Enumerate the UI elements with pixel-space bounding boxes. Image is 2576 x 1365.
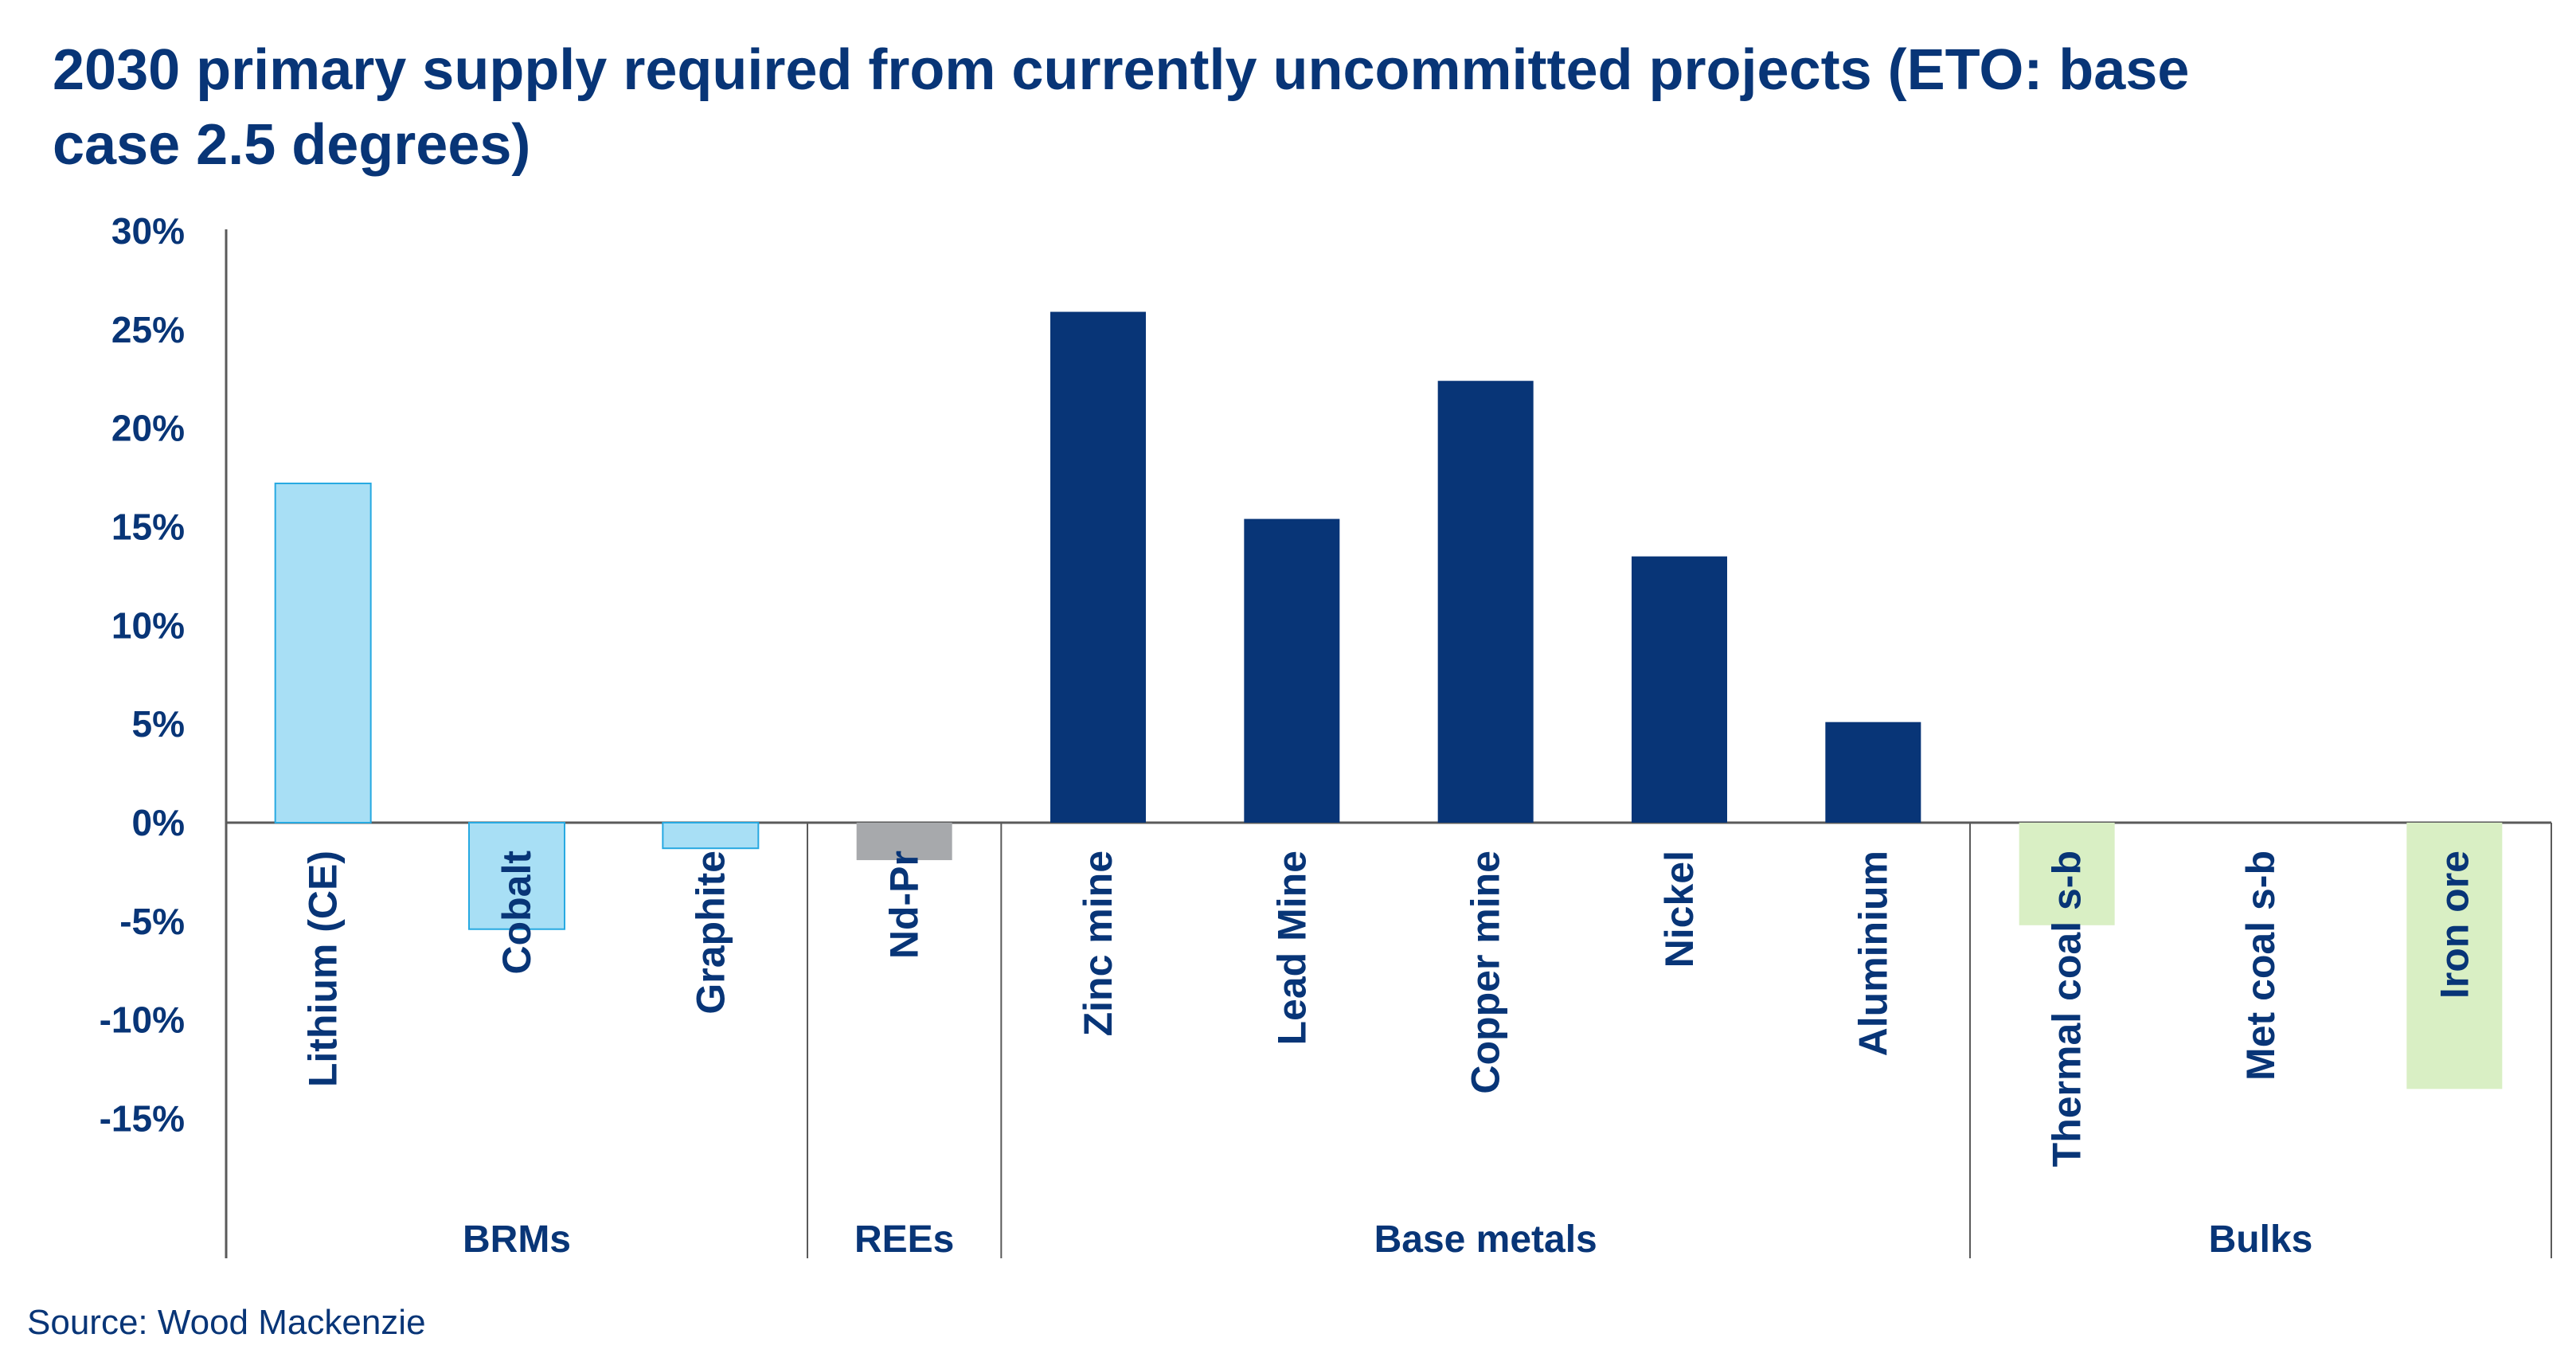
category-label: Aluminium (1851, 851, 1895, 1056)
category-label: Lithium (CE) (301, 851, 346, 1087)
bar (2406, 823, 2503, 1089)
category-label: Thermal coal s-b (2045, 851, 2089, 1167)
category-label: Cobalt (494, 851, 539, 975)
y-tick-label: 25% (111, 309, 185, 350)
category-labels: BRMs Lithium (CE) Cobalt Graphite REEs Nd-Pr B… (301, 851, 2477, 1261)
category-label: Nd-Pr (882, 851, 927, 959)
y-tick-label: 10% (111, 604, 185, 646)
y-tick-label: 0% (132, 802, 185, 843)
group-label: BRMs (463, 1218, 571, 1261)
bar (1244, 518, 1340, 823)
chart-title-line-1: 2030 primary supply required from curren… (53, 38, 2189, 102)
bar (2019, 823, 2115, 925)
group-label: Base metals (1374, 1218, 1597, 1261)
y-tick-label: 20% (111, 408, 185, 449)
category-label: Lead Mine (1269, 851, 1314, 1045)
chart-title-line-2: case 2.5 degrees) (53, 113, 530, 177)
bar (1050, 311, 1146, 823)
bars (274, 311, 2503, 1089)
category-label: Copper mine (1464, 851, 1508, 1094)
category-label: Iron ore (2432, 851, 2476, 999)
y-tick-label: -10% (100, 999, 185, 1041)
category-label: Graphite (688, 851, 733, 1015)
category-label: Nickel (1657, 851, 1702, 968)
bar (468, 822, 565, 930)
y-tick-label: 5% (132, 703, 185, 745)
y-tick-label: 15% (111, 506, 185, 548)
bar (1437, 381, 1534, 823)
axes: 30% 25% 20% 15% 10% 5% 0% -5% -10% -15% (100, 210, 2552, 1258)
bar (274, 483, 372, 823)
y-tick-label: -5% (119, 901, 185, 942)
bar (662, 822, 760, 850)
y-tick-label: 30% (111, 210, 185, 252)
group-label: REEs (854, 1218, 954, 1261)
y-tick-label: -15% (100, 1098, 185, 1140)
bar (856, 823, 952, 861)
bar (1632, 556, 1727, 823)
source-note: Source: Wood Mackenzie (27, 1303, 426, 1342)
group-label: Bulks (2209, 1218, 2313, 1261)
category-label: Met coal s-b (2238, 851, 2283, 1081)
category-label: Zinc mine (1076, 851, 1120, 1036)
bar (1825, 722, 1921, 823)
